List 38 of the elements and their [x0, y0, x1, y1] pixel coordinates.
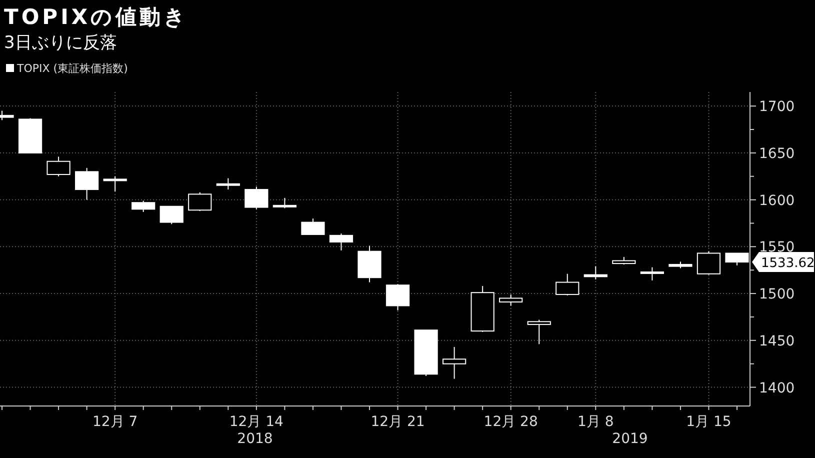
- candlestick: [216, 178, 240, 190]
- candlestick: [527, 319, 551, 345]
- x-tick-label: 1月 8: [578, 414, 614, 430]
- x-tick-label: 1月 15: [686, 414, 732, 430]
- candlestick: [442, 346, 466, 380]
- y-tick-label: 1500: [759, 286, 795, 303]
- y-tick-label: 1600: [759, 192, 795, 209]
- chart-subtitle: 3日ぶりに反落: [4, 33, 117, 53]
- candlestick: [103, 176, 127, 192]
- x-tick-label: 12月 14: [229, 414, 284, 430]
- candlestick: [329, 233, 354, 251]
- candlestick: [160, 206, 184, 225]
- candlestick: [725, 252, 749, 266]
- x-tick-label: 12月 7: [92, 414, 138, 430]
- y-tick-label: 1400: [759, 380, 795, 396]
- candlestick: [301, 218, 325, 235]
- y-tick-label: 1700: [759, 99, 795, 116]
- candlestick: [499, 294, 523, 306]
- text: 2018: [237, 431, 273, 447]
- candlestick: [696, 250, 721, 276]
- legend-label: TOPIX (東証株価指数): [16, 62, 128, 75]
- text: 1533.62: [761, 256, 815, 272]
- candlestick: [386, 284, 410, 311]
- candlestick: [188, 192, 212, 212]
- y-tick-label: 1450: [759, 333, 795, 350]
- candlestick: [132, 200, 156, 212]
- x-tick-label: 12月 21: [370, 414, 425, 430]
- candlestick: [556, 273, 580, 296]
- chart-title: TOPIXの値動き: [4, 5, 189, 29]
- candlestick: [75, 167, 99, 200]
- candlestick: [640, 266, 664, 281]
- text: 2019: [612, 431, 648, 447]
- candlestick: [272, 197, 296, 209]
- x-tick-label: 12月 28: [484, 414, 538, 430]
- y-tick-label: 1650: [759, 146, 795, 162]
- candlestick: [244, 186, 268, 210]
- y-tick-label: 1550: [759, 240, 795, 256]
- candlestick: [46, 156, 70, 177]
